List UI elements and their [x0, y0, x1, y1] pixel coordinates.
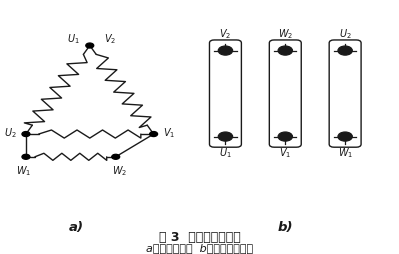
- Circle shape: [223, 49, 228, 52]
- Text: b): b): [278, 221, 293, 234]
- Circle shape: [338, 132, 352, 141]
- Circle shape: [343, 135, 348, 138]
- Text: $W_1$: $W_1$: [338, 146, 353, 160]
- Text: $U_2$: $U_2$: [4, 126, 17, 140]
- Circle shape: [86, 43, 94, 48]
- Text: $W_2$: $W_2$: [112, 164, 127, 178]
- Text: $V_1$: $V_1$: [164, 126, 176, 140]
- Circle shape: [218, 132, 233, 141]
- Text: a）接线原理图  b）接线盒连接图: a）接线原理图 b）接线盒连接图: [146, 243, 253, 253]
- Text: $U_1$: $U_1$: [219, 146, 232, 160]
- Text: a): a): [68, 221, 83, 234]
- Text: $U_2$: $U_2$: [339, 27, 352, 41]
- Circle shape: [278, 46, 292, 55]
- Circle shape: [22, 132, 30, 137]
- Circle shape: [22, 154, 30, 159]
- Text: $V_1$: $V_1$: [279, 146, 291, 160]
- Circle shape: [150, 132, 158, 137]
- Text: 图 3  绕组三角形接线: 图 3 绕组三角形接线: [159, 231, 240, 244]
- Circle shape: [112, 154, 120, 159]
- Circle shape: [343, 49, 348, 52]
- Text: $V_2$: $V_2$: [105, 32, 117, 46]
- Text: $W_2$: $W_2$: [278, 27, 293, 41]
- Text: $V_2$: $V_2$: [219, 27, 231, 41]
- Text: $U_1$: $U_1$: [67, 32, 80, 46]
- Circle shape: [278, 132, 292, 141]
- Text: $W_1$: $W_1$: [16, 164, 32, 178]
- Circle shape: [338, 46, 352, 55]
- Circle shape: [218, 46, 233, 55]
- Circle shape: [283, 135, 288, 138]
- Circle shape: [283, 49, 288, 52]
- Circle shape: [223, 135, 228, 138]
